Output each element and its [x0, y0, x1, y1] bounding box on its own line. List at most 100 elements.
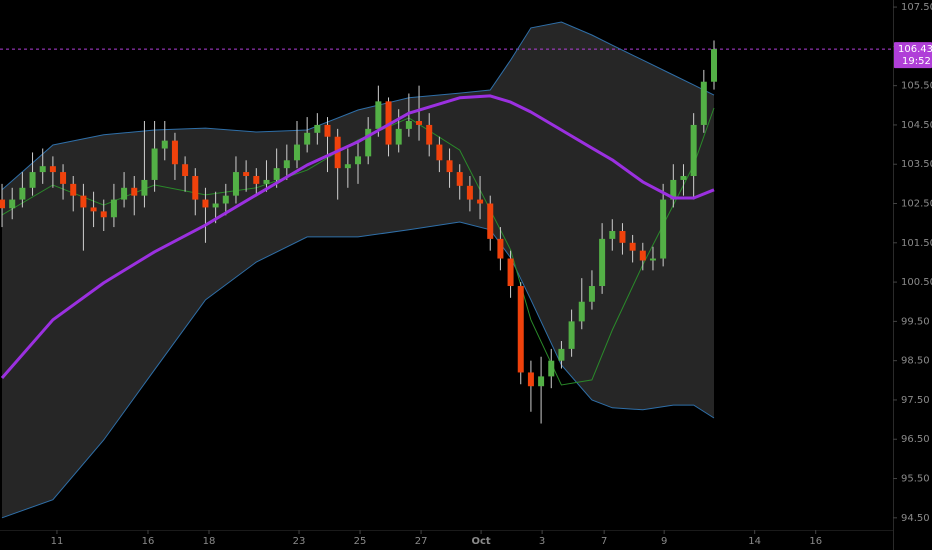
candle-body	[243, 172, 250, 177]
candle-body	[19, 187, 26, 200]
candle-body	[131, 187, 138, 196]
candle-body	[0, 199, 6, 209]
y-tick-label: 107.50	[901, 2, 932, 13]
candle-body	[568, 321, 575, 349]
candle-body	[690, 124, 697, 177]
candle-body	[60, 172, 67, 184]
candle-body	[588, 286, 595, 302]
candle-body	[629, 242, 636, 251]
candle-body	[609, 231, 616, 239]
candle-body	[599, 238, 606, 287]
candle-body	[558, 348, 565, 361]
candle-body	[670, 179, 677, 200]
candle-body	[487, 203, 494, 239]
candle-body	[365, 128, 372, 157]
y-tick-label: 99.50	[901, 316, 930, 327]
candle-body	[182, 164, 189, 177]
x-tick-label: 23	[293, 536, 306, 547]
candle-body	[49, 166, 56, 173]
x-tick-label: 3	[539, 536, 545, 547]
candle-body	[649, 258, 656, 261]
candle-body	[222, 195, 229, 204]
y-tick-label: 94.50	[901, 513, 930, 524]
candle-body	[497, 238, 504, 259]
candle-body	[151, 148, 158, 180]
y-tick-label: 102.50	[901, 199, 932, 210]
candle-body	[355, 156, 362, 165]
candle-body	[70, 183, 77, 196]
candle-body	[639, 250, 646, 261]
candle-body	[171, 140, 178, 165]
candle-body	[324, 124, 331, 137]
y-tick-label: 95.50	[901, 474, 930, 485]
y-tick-label: 98.50	[901, 356, 930, 367]
candle-body	[426, 124, 433, 145]
candle-body	[304, 132, 311, 145]
candle-body	[507, 258, 514, 287]
candle-body	[548, 360, 555, 377]
x-tick-label: Oct	[471, 536, 490, 547]
candle-body	[314, 124, 321, 133]
candle-body	[446, 160, 453, 173]
y-tick-label: 104.50	[901, 120, 932, 131]
candle-body	[578, 301, 585, 322]
candle-body	[680, 176, 687, 180]
moving-average	[0, 94, 715, 379]
candle-body	[80, 195, 87, 208]
x-tick-label: 16	[142, 536, 155, 547]
candle-body	[161, 140, 168, 149]
candle-body	[416, 121, 423, 125]
candle-body	[293, 144, 300, 161]
candle-body	[192, 176, 199, 200]
candle-body	[466, 185, 473, 200]
candle-body	[9, 199, 16, 209]
candle-body	[517, 286, 524, 373]
y-tick-label: 97.50	[901, 395, 930, 406]
y-tick-label: 101.50	[901, 238, 932, 249]
candle-body	[212, 203, 219, 208]
candle-body	[232, 172, 239, 196]
x-tick-label: 9	[661, 536, 667, 547]
candle-body	[110, 199, 117, 218]
x-tick-label: 16	[809, 536, 822, 547]
candle-body	[405, 121, 412, 129]
candle-body	[619, 231, 626, 243]
candle-body	[253, 176, 260, 184]
last-price-label: 106.43	[898, 44, 932, 55]
candle-body	[456, 172, 463, 186]
candle-body	[29, 172, 36, 188]
y-tick-label: 105.50	[901, 81, 932, 92]
candle-body	[538, 376, 545, 387]
indicator-line	[1, 221, 715, 519]
candle-body	[202, 199, 209, 208]
candle-body	[90, 207, 97, 212]
candle-body	[375, 101, 382, 129]
candle-body	[273, 168, 280, 180]
x-tick-label: 7	[601, 536, 607, 547]
candle-body	[283, 160, 290, 169]
indicator-line	[1, 107, 715, 386]
candle-body	[121, 187, 128, 200]
candle-body	[344, 164, 351, 169]
y-tick-label: 103.50	[901, 159, 932, 170]
x-tick-label: 18	[203, 536, 216, 547]
last-price-box	[894, 42, 932, 69]
candle-body	[436, 144, 443, 161]
candle-body	[710, 49, 717, 82]
candle-body	[527, 372, 534, 387]
x-tick-label: 11	[51, 536, 64, 547]
y-tick-label: 96.50	[901, 434, 930, 445]
x-tick-label: 27	[415, 536, 428, 547]
candle-body	[141, 179, 148, 196]
countdown-label: 19:52	[902, 56, 931, 67]
candle-body	[395, 128, 402, 145]
candle-body	[700, 81, 707, 125]
band-fill	[2, 22, 714, 518]
candle-body	[100, 211, 107, 218]
y-tick-label: 100.50	[901, 277, 932, 288]
candle-body	[660, 199, 667, 259]
candle-body	[477, 199, 484, 204]
indicator-line	[1, 21, 715, 191]
x-tick-label: 14	[748, 536, 761, 547]
